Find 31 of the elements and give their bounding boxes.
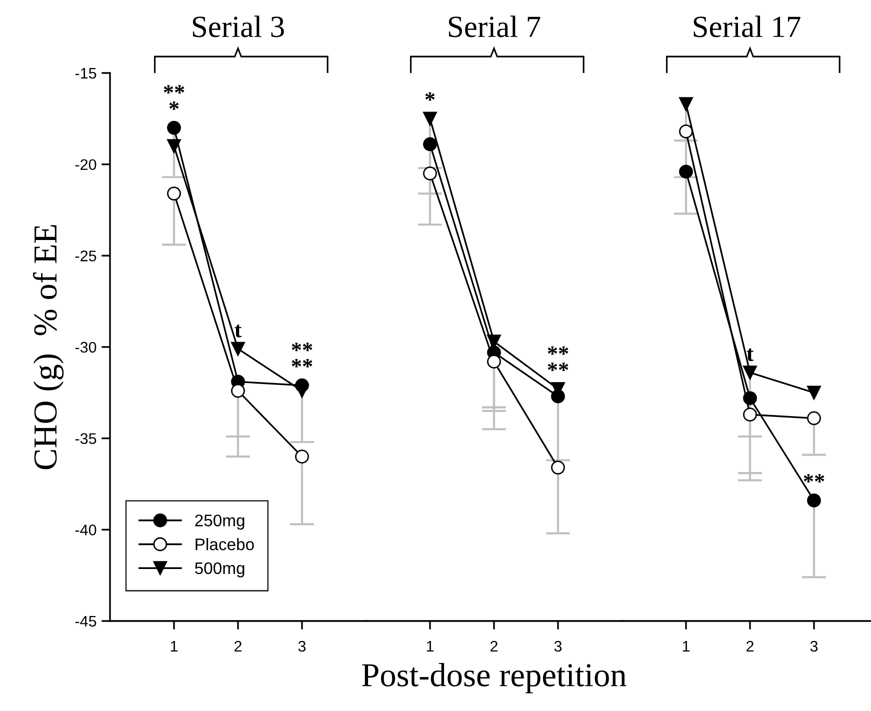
y-tick-label: -30 [75, 342, 96, 353]
annotation: ** [804, 474, 824, 482]
x-axis-title: Post-dose repetition [362, 663, 626, 694]
annotation: ** ** [548, 346, 568, 372]
annotation: * [425, 92, 435, 101]
y-tick-label: -40 [75, 524, 96, 536]
annotation: ** * [164, 85, 184, 110]
legend-label: 500mg [195, 562, 244, 578]
x-tick-label: 3 [298, 640, 306, 652]
x-tick-label: 3 [810, 640, 818, 652]
x-tick-label: 2 [746, 640, 754, 652]
legend-label: Placebo [196, 538, 254, 550]
x-tick-label: 1 [170, 641, 178, 652]
x-tick-label: 1 [682, 641, 690, 652]
x-tick-label: 3 [554, 640, 562, 652]
y-tick-label: -25 [75, 250, 96, 262]
y-tick-label: -15 [75, 68, 96, 79]
chart-title: Serial 17 [694, 16, 800, 38]
y-tick-label: -20 [75, 159, 96, 170]
y-axis-title: CHO (g) % of EE [32, 225, 64, 470]
chart-title: Serial 3 [192, 16, 284, 38]
x-tick-label: 2 [490, 640, 498, 652]
legend-label: 250mg [195, 514, 244, 530]
chart-title: Serial 7 [448, 16, 540, 38]
x-tick-label: 2 [234, 640, 242, 652]
y-tick-label: -35 [75, 433, 96, 444]
annotation: t [234, 324, 242, 338]
y-tick-label: -45 [75, 616, 96, 627]
annotation: t [746, 348, 754, 362]
x-tick-label: 1 [426, 641, 434, 652]
annotation: ** ** [292, 342, 312, 368]
